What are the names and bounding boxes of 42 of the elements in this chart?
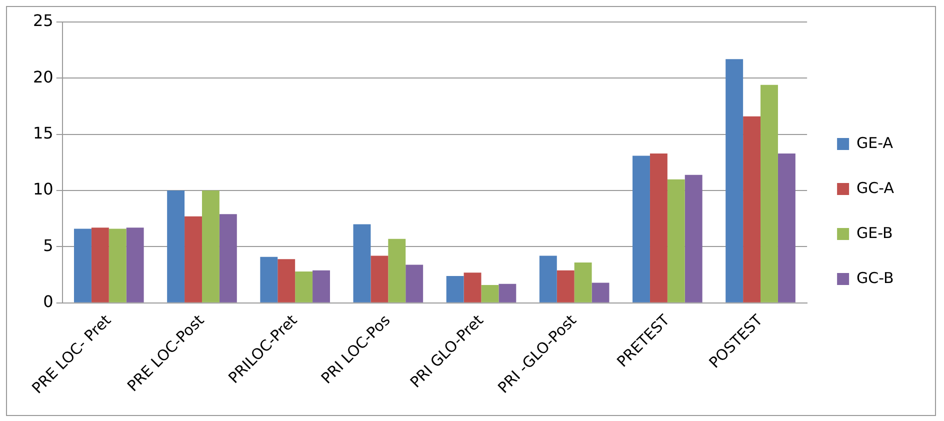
y-tick-label: 0 <box>43 292 54 312</box>
legend-label: GC-A <box>856 178 895 197</box>
bar <box>126 228 144 302</box>
bar <box>726 59 744 302</box>
bar <box>91 228 109 302</box>
bar <box>464 272 482 302</box>
bar <box>760 84 778 302</box>
bar <box>74 228 92 302</box>
bar <box>481 284 499 302</box>
legend-label: GC-B <box>856 268 894 287</box>
bar <box>650 153 668 302</box>
bar <box>632 156 650 302</box>
bar <box>667 179 685 302</box>
bar <box>167 190 185 302</box>
y-tick-label: 10 <box>33 180 54 199</box>
bar <box>539 256 557 302</box>
bar <box>388 238 406 302</box>
bar <box>278 259 296 302</box>
bar <box>574 262 592 302</box>
y-tick-label: 5 <box>43 236 54 255</box>
bar <box>778 153 796 302</box>
bar <box>370 256 388 302</box>
bar <box>556 270 574 302</box>
bar <box>446 276 464 302</box>
bar <box>592 282 610 302</box>
bar <box>260 256 278 302</box>
bar <box>202 190 220 302</box>
bar <box>684 174 702 302</box>
bar <box>406 264 424 302</box>
y-tick-label: 25 <box>33 11 54 30</box>
bar <box>295 271 313 302</box>
y-tick-label: 15 <box>33 124 54 143</box>
bar <box>743 116 761 302</box>
bar <box>353 224 371 302</box>
bar <box>312 270 330 302</box>
legend-label: GE-B <box>856 224 893 242</box>
bar <box>498 284 516 302</box>
bar <box>219 214 237 302</box>
bar <box>108 228 126 302</box>
legend-label: GE-A <box>856 134 894 152</box>
y-tick-label: 20 <box>33 67 54 86</box>
bar <box>184 216 202 302</box>
